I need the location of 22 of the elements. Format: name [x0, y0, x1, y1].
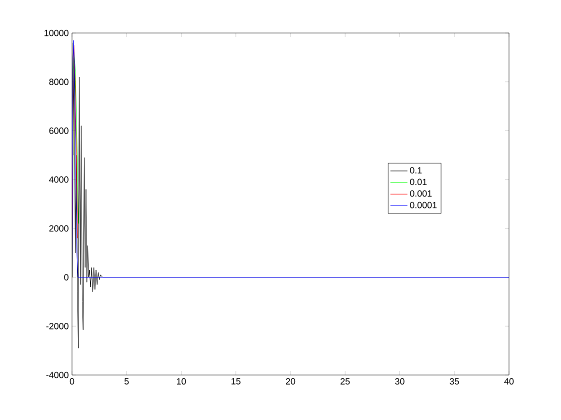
y-tick-label: -4000 [46, 372, 68, 378]
x-tick-label: 25 [340, 378, 350, 385]
x-tick-label: 15 [232, 378, 240, 384]
y-tick-label: 10000 [44, 30, 68, 36]
x-tick-label: 5 [124, 378, 129, 384]
x-tick-label: 35 [450, 378, 459, 385]
y-tick-label: -2000 [46, 322, 68, 330]
legend-label: 0.01 [410, 178, 427, 186]
x-tick-label: 0 [70, 378, 74, 385]
y-tick-label: 2000 [49, 225, 68, 232]
x-tick-label: 30 [395, 378, 404, 385]
legend-label: 0.0001 [410, 202, 437, 208]
y-tick-label: 8000 [49, 78, 68, 86]
x-tick-label: 10 [176, 378, 186, 385]
y-tick-label: 4000 [49, 176, 68, 183]
x-tick-label: 20 [286, 378, 296, 385]
legend-label: 0.1 [410, 167, 422, 174]
y-tick-label: 6000 [49, 128, 68, 134]
legend-label: 0.001 [410, 190, 432, 197]
x-tick-label: 40 [504, 378, 514, 385]
line-series [72, 40, 510, 278]
y-tick-label: 0 [64, 274, 68, 280]
